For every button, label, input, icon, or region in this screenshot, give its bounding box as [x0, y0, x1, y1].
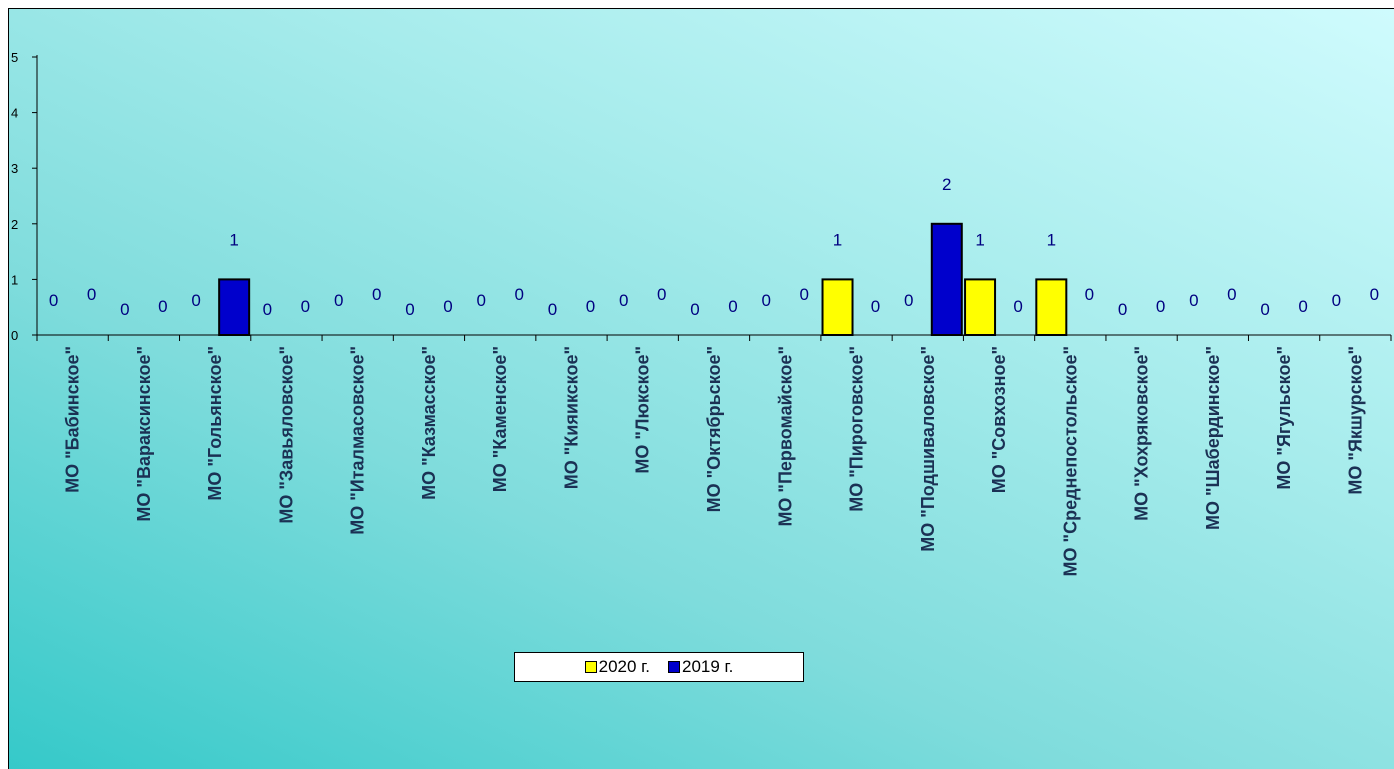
data-label: 0: [1260, 300, 1269, 319]
category-label: МО "Шабердинское": [1203, 346, 1223, 530]
data-label: 0: [904, 291, 913, 310]
category-label: МО "Люкское": [633, 346, 653, 474]
data-label: 0: [191, 291, 200, 310]
data-label: 0: [514, 285, 523, 304]
data-label: 0: [690, 300, 699, 319]
category-label: МО "Бабинское": [63, 346, 83, 493]
category-label: МО "Италмасовское": [348, 346, 368, 535]
data-label: 0: [1118, 300, 1127, 319]
category-label: МО "Октябрьское": [704, 346, 724, 512]
category-label: МО "Казмасское": [419, 346, 439, 500]
data-label: 1: [229, 230, 238, 249]
data-label: 0: [372, 285, 381, 304]
chart-area: [8, 8, 1394, 769]
data-label: 0: [728, 297, 737, 316]
data-label: 0: [120, 300, 129, 319]
data-label: 0: [405, 300, 414, 319]
data-label: 1: [833, 230, 842, 249]
category-label: МО "Якшурское": [1345, 346, 1365, 495]
data-label: 0: [800, 285, 809, 304]
data-label: 1: [975, 230, 984, 249]
category-label: МО "Первомайское": [775, 346, 795, 527]
data-label: 0: [158, 297, 167, 316]
category-label: МО "Гольянское": [205, 346, 225, 501]
data-label: 0: [1189, 291, 1198, 310]
y-tick-label: 3: [11, 161, 18, 176]
legend-item-2020: 2020 г.: [584, 657, 650, 677]
legend-item-2019: 2019 г.: [668, 657, 733, 677]
category-label: МО "Среднепостольское": [1060, 346, 1080, 576]
y-tick-label: 0: [11, 328, 18, 343]
category-label: МО "Подшиваловское": [918, 346, 938, 552]
data-label: 0: [619, 291, 628, 310]
data-label: 0: [1013, 297, 1022, 316]
data-label: 0: [476, 291, 485, 310]
data-label: 0: [301, 297, 310, 316]
data-label: 0: [762, 291, 771, 310]
data-label: 0: [548, 300, 557, 319]
y-tick-label: 2: [11, 217, 18, 232]
bar: [964, 278, 997, 336]
data-label: 0: [1332, 291, 1341, 310]
bar: [218, 278, 251, 336]
bar: [930, 222, 963, 336]
category-label: МО "Вараксинское": [134, 346, 154, 522]
y-tick-label: 1: [11, 272, 18, 287]
data-label: 0: [1370, 285, 1379, 304]
legend-swatch-2019: [668, 661, 680, 673]
bar: [821, 278, 854, 336]
category-label: МО "Завьяловское": [276, 346, 296, 524]
data-label: 0: [49, 291, 58, 310]
data-label: 0: [1298, 297, 1307, 316]
data-label: 0: [1227, 285, 1236, 304]
category-label: МО "Совхозное": [989, 346, 1009, 493]
data-label: 0: [443, 297, 452, 316]
data-label: 0: [657, 285, 666, 304]
data-label: 0: [87, 285, 96, 304]
category-label: МО "Ягульское": [1274, 346, 1294, 490]
legend-label-2020: 2020 г.: [598, 657, 650, 676]
data-label: 0: [263, 300, 272, 319]
y-tick-label: 4: [11, 106, 18, 121]
legend-swatch-2020: [584, 661, 597, 673]
data-label: 0: [1085, 285, 1094, 304]
legend-label-2019: 2019 г.: [682, 657, 734, 676]
data-label: 1: [1047, 230, 1056, 249]
data-label: 2: [942, 175, 951, 194]
data-label: 0: [586, 297, 595, 316]
category-label: МО "Кияикское": [561, 346, 581, 489]
category-label: МО "Пироговское": [847, 346, 867, 512]
category-label: МО "Каменское": [490, 346, 510, 492]
data-label: 0: [334, 291, 343, 310]
legend: 2020 г. 2019 г.: [514, 652, 804, 682]
data-label: 0: [1156, 297, 1165, 316]
category-label: МО "Хохряковское": [1132, 346, 1152, 521]
y-tick-label: 5: [11, 50, 18, 65]
bar: [1035, 278, 1068, 336]
data-label: 0: [871, 297, 880, 316]
